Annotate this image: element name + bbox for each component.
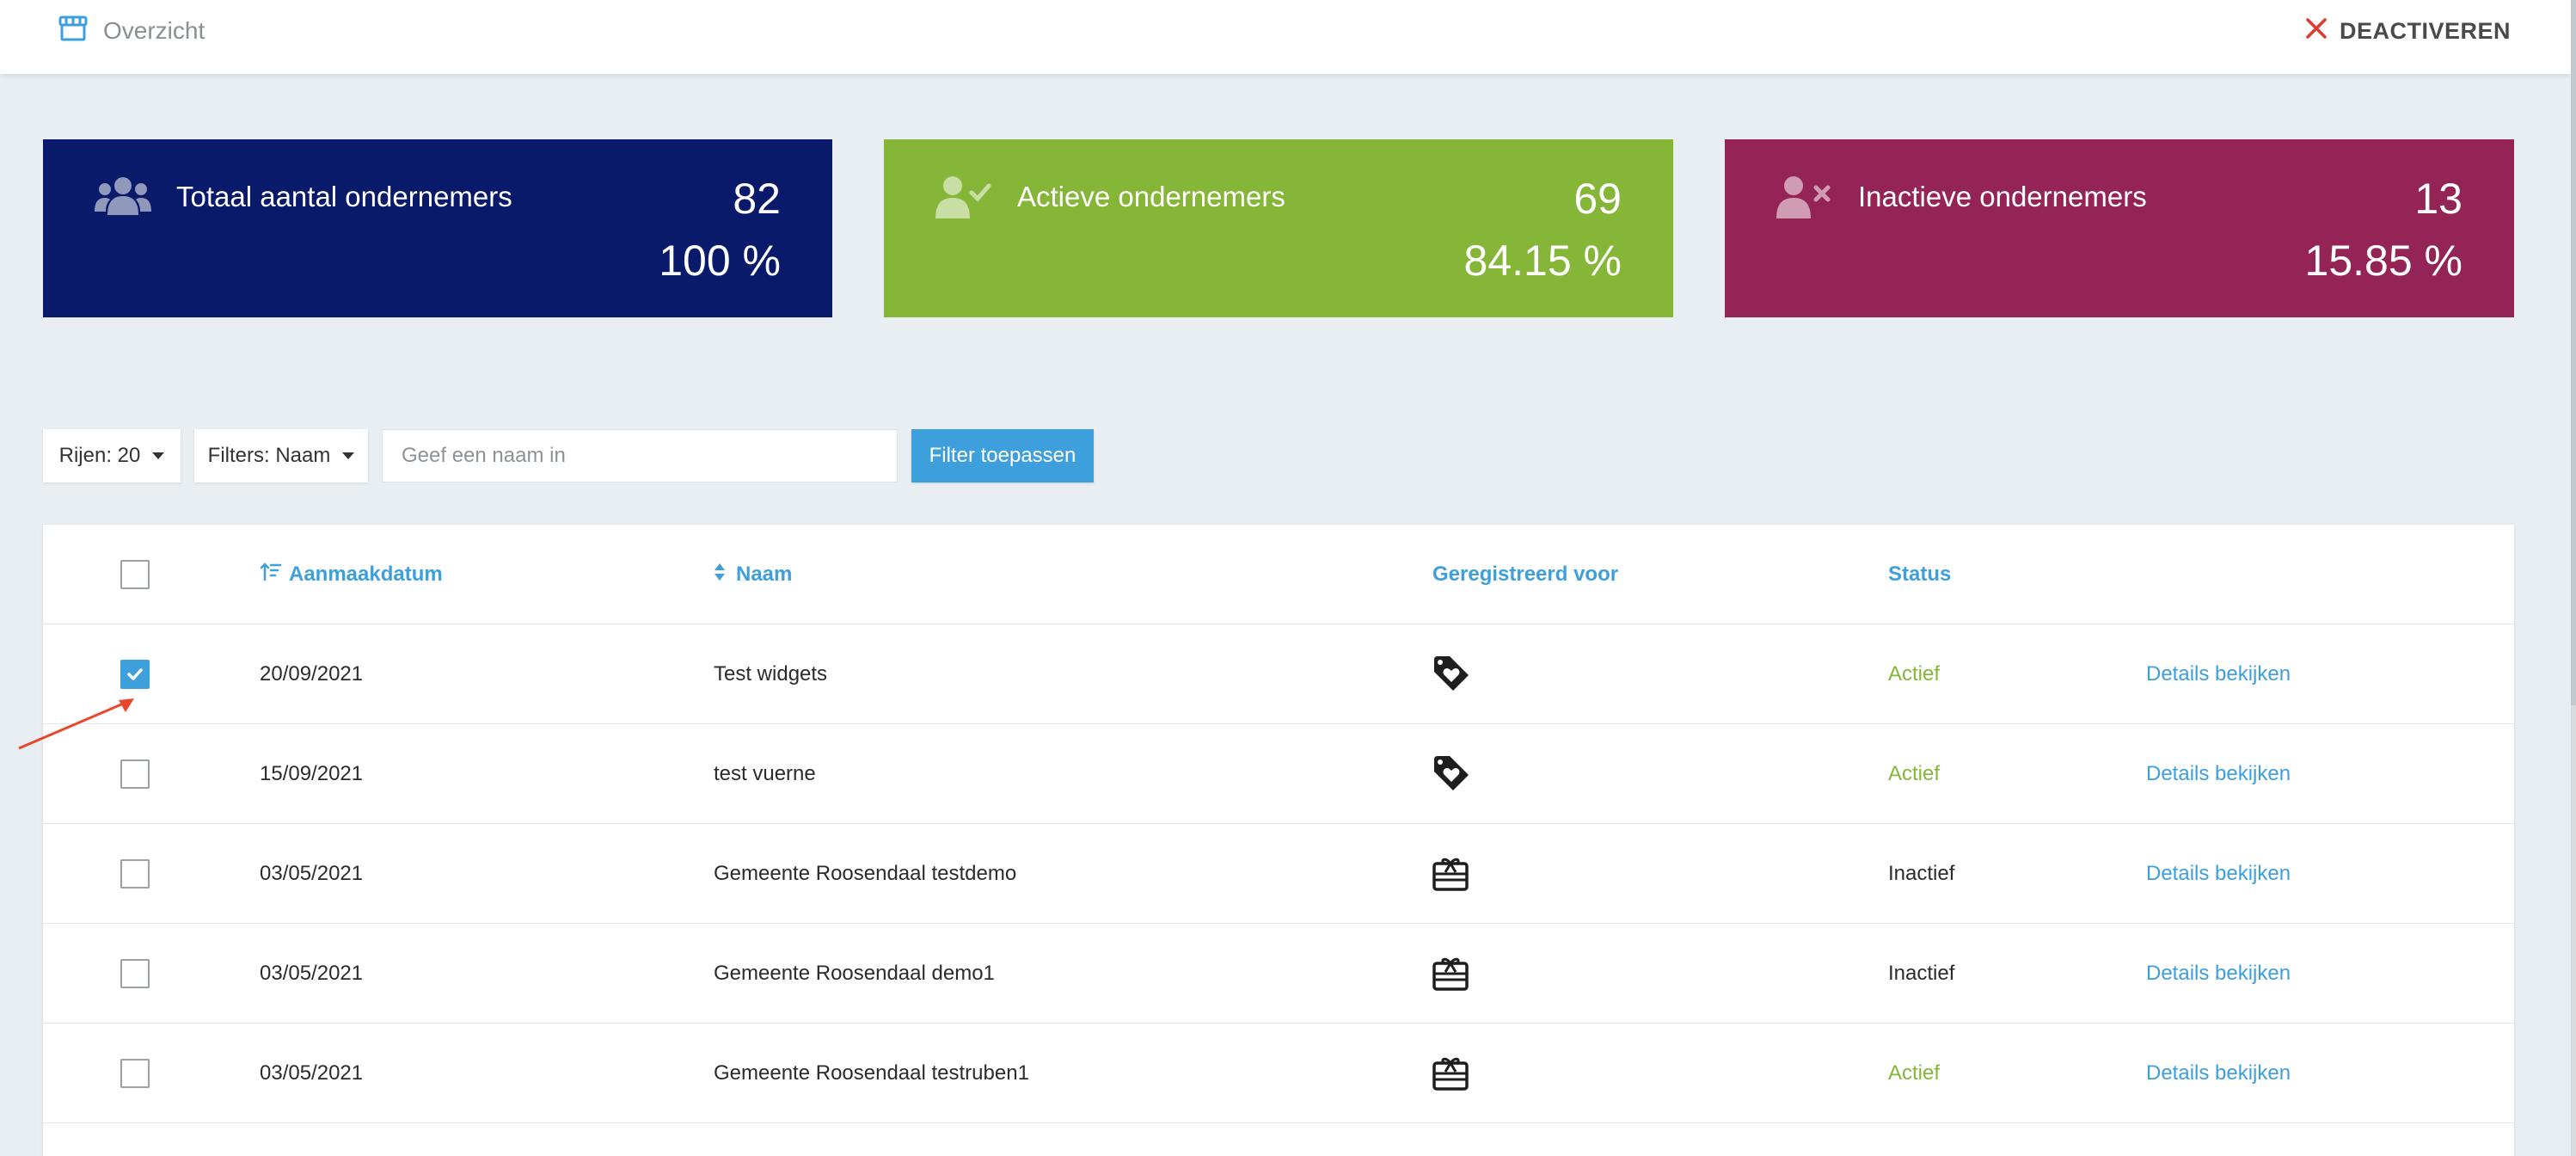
row-status: Inactief: [1888, 862, 1955, 885]
name-header-label: Naam: [736, 563, 793, 586]
store-icon: [58, 15, 88, 47]
filter-field-dropdown[interactable]: Filters: Naam: [194, 429, 368, 483]
row-date: 03/05/2021: [260, 962, 364, 985]
stat-percent: 15.85 %: [2304, 237, 2463, 285]
rows-dropdown[interactable]: Rijen: 20: [43, 429, 181, 483]
chevron-down-icon: [152, 452, 165, 459]
sort-icon: [714, 563, 726, 587]
tag-heart-icon: [1432, 624, 1470, 724]
row-name: Test widgets: [714, 662, 828, 686]
registered-header: Geregistreerd voor: [1432, 563, 1619, 586]
annotation-arrow-icon: [18, 698, 134, 750]
row-name: Gemeente Roosendaal testdemo: [714, 862, 1017, 885]
select-all-checkbox[interactable]: [120, 560, 150, 589]
row-status: Inactief: [1888, 962, 1955, 985]
stat-count: 13: [2414, 175, 2463, 223]
row-checkbox[interactable]: [120, 859, 150, 889]
top-bar: Overzicht DEACTIVEREN: [0, 0, 2571, 74]
breadcrumb-label: Overzicht: [103, 17, 205, 44]
user-check-icon: [935, 175, 992, 223]
details-link[interactable]: Details bekijken: [2146, 662, 2291, 686]
scrollbar-thumb[interactable]: [2571, 0, 2576, 705]
user-times-icon: [1776, 175, 1833, 223]
stat-count: 69: [1573, 175, 1622, 223]
row-date: 03/05/2021: [260, 1061, 364, 1085]
date-header-label: Aanmaakdatum: [289, 563, 443, 586]
row-checkbox[interactable]: [120, 959, 150, 988]
details-link[interactable]: Details bekijken: [2146, 962, 2291, 985]
stat-percent: 100 %: [659, 237, 781, 285]
row-name: Gemeente Roosendaal testruben1: [714, 1061, 1029, 1085]
row-date: 20/09/2021: [260, 662, 364, 686]
close-icon: [2305, 17, 2328, 46]
stat-label: Actieve ondernemers: [1017, 181, 1285, 212]
status-header: Status: [1888, 563, 1952, 586]
apply-filter-button[interactable]: Filter toepassen: [911, 429, 1094, 483]
entrepreneurs-table: Aanmaakdatum Naam Geregistreerd voor Sta…: [43, 525, 2514, 1156]
stat-card-inactive: Inactieve ondernemers 13 15.85 %: [1725, 139, 2514, 317]
row-status: Actief: [1888, 662, 1941, 686]
details-link[interactable]: Details bekijken: [2146, 862, 2291, 885]
sort-name-header[interactable]: Naam: [714, 525, 792, 624]
checkmark-icon: [127, 668, 143, 680]
deactivate-label: DEACTIVEREN: [2339, 17, 2511, 44]
rows-dropdown-label: Rijen: 20: [58, 444, 141, 467]
table-row: 15/09/2021 test vuerne Actief Details be…: [43, 724, 2514, 824]
row-status: Actief: [1888, 1061, 1941, 1085]
users-icon: [95, 175, 151, 221]
filter-field-label: Filters: Naam: [207, 444, 331, 467]
table-row: 03/05/2021 Gemeente Roosendaal testdemo …: [43, 824, 2514, 924]
row-status: Actief: [1888, 762, 1941, 785]
details-link[interactable]: Details bekijken: [2146, 1061, 2291, 1085]
row-name: test vuerne: [714, 762, 816, 785]
stat-card-total: Totaal aantal ondernemers 82 100 %: [43, 139, 832, 317]
chevron-down-icon: [342, 452, 355, 459]
table-row: 03/05/2021 Gemeente Roosendaal testruben…: [43, 1024, 2514, 1123]
stat-label: Totaal aantal ondernemers: [176, 181, 512, 212]
stat-count: 82: [733, 175, 781, 223]
gift-card-icon: [1432, 924, 1469, 1024]
deactivate-button[interactable]: DEACTIVEREN: [2305, 14, 2511, 48]
row-date: 03/05/2021: [260, 862, 364, 885]
gift-card-icon: [1432, 824, 1469, 924]
row-checkbox[interactable]: [120, 759, 150, 789]
tag-heart-icon: [1432, 724, 1470, 824]
table-row: 03/05/2021 Gemeente Roosendaal demo1 Ina…: [43, 924, 2514, 1024]
stat-card-active: Actieve ondernemers 69 84.15 %: [884, 139, 1673, 317]
scrollbar[interactable]: [2571, 0, 2576, 1156]
table-header-row: Aanmaakdatum Naam Geregistreerd voor Sta…: [43, 525, 2514, 624]
sort-amount-icon: [260, 561, 282, 589]
gift-card-icon: [1432, 1024, 1469, 1123]
row-name: Gemeente Roosendaal demo1: [714, 962, 995, 985]
row-date: 15/09/2021: [260, 762, 364, 785]
stat-percent: 84.15 %: [1463, 237, 1622, 285]
row-checkbox[interactable]: [120, 1059, 150, 1088]
stat-label: Inactieve ondernemers: [1858, 181, 2147, 212]
details-link[interactable]: Details bekijken: [2146, 762, 2291, 785]
row-checkbox[interactable]: [120, 660, 150, 689]
sort-date-header[interactable]: Aanmaakdatum: [260, 525, 443, 624]
breadcrumb[interactable]: Overzicht: [58, 15, 205, 46]
table-row: 20/09/2021 Test widgets Actief Details b…: [43, 624, 2514, 724]
search-input[interactable]: [382, 429, 898, 483]
